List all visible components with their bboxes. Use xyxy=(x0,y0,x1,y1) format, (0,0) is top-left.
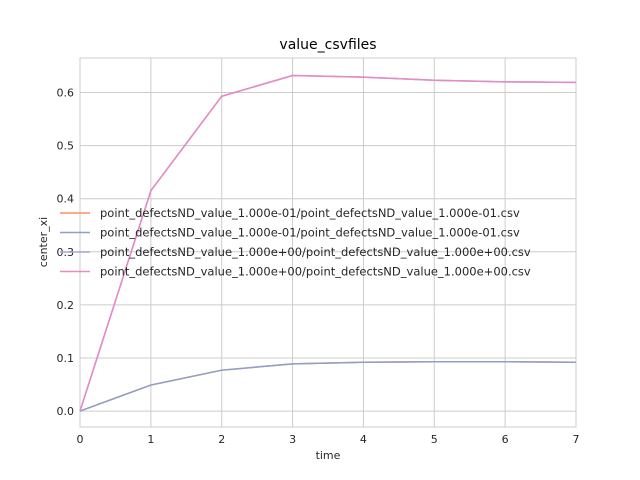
legend-entry-3: point_defectsND_value_1.000e+00/point_de… xyxy=(100,245,531,259)
y-tick-label: 0.0 xyxy=(57,405,75,418)
x-axis-label: time xyxy=(316,449,341,462)
series-lines xyxy=(79,74,577,412)
x-tick-label: 4 xyxy=(360,433,367,446)
legend-entry-2: point_defectsND_value_1.000e-01/point_de… xyxy=(100,226,520,240)
x-tick-label: 6 xyxy=(502,433,509,446)
tick-labels: 0 1 2 3 4 5 6 70.00.10.20.30.40.50.6 xyxy=(57,87,580,446)
x-tick-label: 2 xyxy=(218,433,225,446)
plot-area xyxy=(79,57,577,428)
legend-entry-4: point_defectsND_value_1.000e+00/point_de… xyxy=(100,265,531,279)
y-tick-label: 0.2 xyxy=(57,299,75,312)
x-tick-label: 3 xyxy=(289,433,296,446)
y-tick-label: 0.1 xyxy=(57,352,75,365)
y-tick-label: 0.6 xyxy=(57,87,75,100)
y-axis-label: center_xi xyxy=(37,217,50,267)
series-line-4 xyxy=(79,74,577,412)
y-tick-label: 0.5 xyxy=(57,140,75,153)
legend-entry-1: point_defectsND_value_1.000e-01/point_de… xyxy=(100,206,520,220)
x-tick-label: 1 xyxy=(147,433,154,446)
legend: point_defectsND_value_1.000e-01/point_de… xyxy=(60,206,531,279)
chart-title: value_csvfiles xyxy=(279,37,376,53)
y-tick-label: 0.4 xyxy=(57,193,75,206)
x-tick-label: 0 xyxy=(77,433,84,446)
x-tick-label: 5 xyxy=(431,433,438,446)
x-tick-label: 7 xyxy=(573,433,580,446)
grid xyxy=(79,58,577,427)
series-line-2 xyxy=(79,360,577,412)
